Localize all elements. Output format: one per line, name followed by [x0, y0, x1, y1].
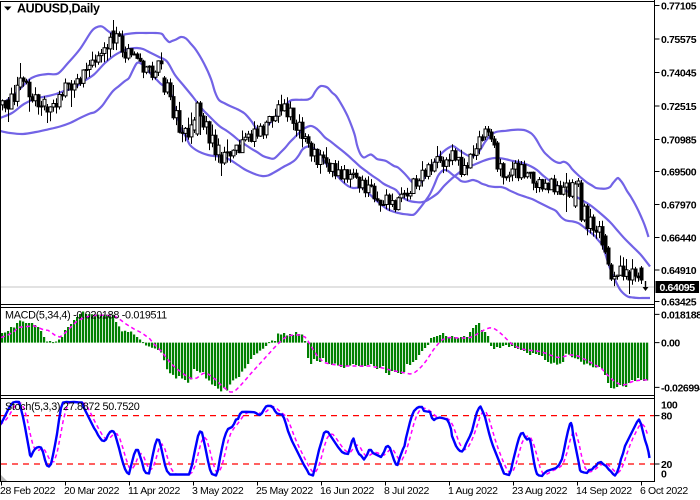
- svg-text:0.018188: 0.018188: [661, 309, 700, 321]
- svg-text:80: 80: [661, 411, 672, 423]
- svg-text:28 Feb 2022: 28 Feb 2022: [0, 485, 56, 497]
- svg-text:-0.026994: -0.026994: [661, 382, 700, 394]
- svg-text:0.64095: 0.64095: [660, 282, 696, 294]
- svg-text:100: 100: [661, 400, 678, 412]
- svg-text:0.70985: 0.70985: [661, 135, 697, 147]
- svg-text:0.74045: 0.74045: [661, 68, 697, 80]
- svg-text:11 Apr 2022: 11 Apr 2022: [128, 485, 181, 497]
- svg-text:3 May 2022: 3 May 2022: [192, 485, 244, 497]
- svg-text:0.77105: 0.77105: [661, 1, 697, 13]
- svg-text:6 Oct 2022: 6 Oct 2022: [640, 485, 688, 497]
- svg-text:23 Aug 2022: 23 Aug 2022: [512, 485, 568, 497]
- svg-text:1 Aug 2022: 1 Aug 2022: [448, 485, 498, 497]
- svg-text:MACD(5,34,4) -0.020188 -0.0195: MACD(5,34,4) -0.020188 -0.019511: [5, 310, 167, 322]
- svg-text:Stoch(5,3,3) 27.8872 50.7520: Stoch(5,3,3) 27.8872 50.7520: [5, 401, 140, 413]
- svg-text:0.75575: 0.75575: [661, 34, 697, 46]
- svg-text:AUDUSD,Daily: AUDUSD,Daily: [17, 2, 100, 16]
- svg-text:0.63425: 0.63425: [661, 297, 697, 309]
- svg-text:16 Jun 2022: 16 Jun 2022: [320, 485, 374, 497]
- svg-text:0.72515: 0.72515: [661, 101, 697, 113]
- svg-text:0.64910: 0.64910: [661, 265, 697, 277]
- svg-text:0.66440: 0.66440: [661, 233, 697, 245]
- svg-text:0.69500: 0.69500: [661, 167, 697, 179]
- svg-text:20: 20: [661, 459, 672, 471]
- svg-text:0: 0: [661, 469, 667, 481]
- svg-text:14 Sep 2022: 14 Sep 2022: [576, 485, 632, 497]
- svg-text:8 Jul 2022: 8 Jul 2022: [384, 485, 429, 497]
- svg-text:25 May 2022: 25 May 2022: [256, 485, 313, 497]
- svg-text:20 Mar 2022: 20 Mar 2022: [64, 485, 120, 497]
- svg-text:0.00: 0.00: [661, 338, 680, 350]
- svg-text:0.67970: 0.67970: [661, 200, 697, 212]
